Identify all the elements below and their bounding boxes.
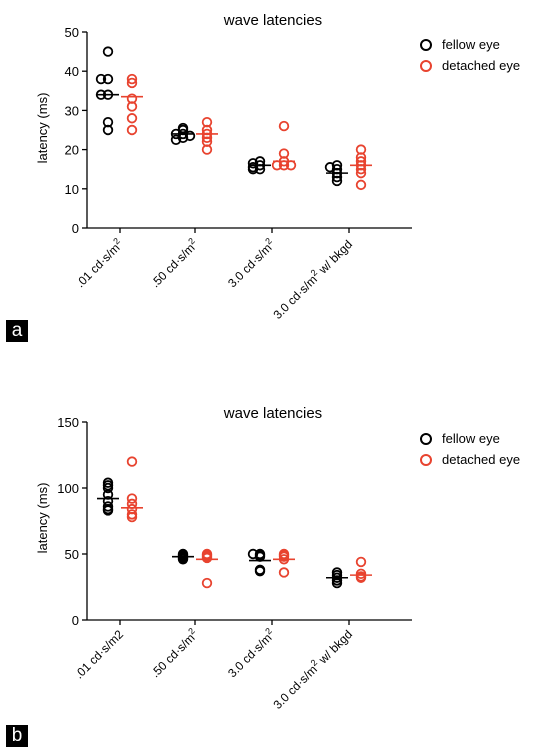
data-point xyxy=(254,551,266,562)
data-point xyxy=(278,554,290,565)
data-point xyxy=(254,163,266,175)
data-point xyxy=(355,556,367,568)
data-point xyxy=(324,162,336,173)
data-point xyxy=(355,167,367,179)
data-point xyxy=(126,124,138,136)
data-point xyxy=(95,89,107,100)
x-tick-label: .01 cd·s/m2 xyxy=(72,236,126,290)
data-point xyxy=(126,77,138,89)
data-point xyxy=(126,456,138,467)
data-point xyxy=(102,124,114,136)
y-tick-label: 50 xyxy=(65,25,79,40)
y-tick-label: 150 xyxy=(57,415,79,430)
chart-b-svg: wave latencies latency (ms) 0 50 100 150 .01… xyxy=(35,405,412,712)
chart-a-title: wave latencies xyxy=(223,12,322,29)
data-point xyxy=(254,565,266,577)
y-tick-label: 20 xyxy=(65,143,79,158)
data-point xyxy=(278,120,290,132)
chart-a-legend: fellow eye detached eye xyxy=(420,34,520,76)
y-tick-label: 40 xyxy=(65,64,79,79)
data-point xyxy=(177,128,189,140)
fellow-eye-marker-icon xyxy=(420,432,432,445)
x-tick-label: .01 cd·s/m2 xyxy=(72,627,126,681)
legend-item-detached-eye-b: detached eye xyxy=(420,449,520,470)
chart-b-title: wave latencies xyxy=(223,405,322,422)
x-tick-label: .50 cd·s/m2 xyxy=(147,236,201,290)
data-point xyxy=(102,73,114,85)
data-point xyxy=(177,554,189,565)
panel-a: wave latencies latency (ms) 0 10 20 30 40 50.… xyxy=(0,0,544,360)
legend-item-fellow-eye: fellow eye xyxy=(420,34,520,55)
y-tick-label: 30 xyxy=(65,103,79,118)
data-point xyxy=(126,101,138,112)
data-point xyxy=(355,179,367,191)
data-point xyxy=(201,552,213,564)
y-tick-label: 0 xyxy=(72,221,79,236)
data-point xyxy=(102,46,114,57)
data-point xyxy=(126,113,138,124)
legend-label-fellow-eye: fellow eye xyxy=(442,37,500,52)
data-point xyxy=(126,498,138,510)
data-point xyxy=(355,572,367,583)
detached-eye-marker-icon xyxy=(420,59,432,72)
data-point xyxy=(126,511,138,523)
data-point xyxy=(331,175,343,187)
chart-b-y-axis-label: latency (ms) xyxy=(35,483,50,554)
data-point xyxy=(95,73,107,85)
x-tick-label: .50 cd·s/m2 xyxy=(147,626,201,680)
data-point xyxy=(184,130,196,142)
data-point xyxy=(102,505,114,516)
y-tick-label: 10 xyxy=(65,182,79,197)
data-point xyxy=(247,158,259,169)
data-point xyxy=(247,163,259,175)
x-tick-label: 3.0 cd·s/m2 xyxy=(224,626,278,680)
data-point xyxy=(102,89,114,100)
data-point xyxy=(331,171,343,183)
data-point xyxy=(201,144,213,155)
chart-a-y-axis-label: latency (ms) xyxy=(35,93,50,164)
chart-a-svg: wave latencies latency (ms) 0 10 20 30 40 50.… xyxy=(35,12,412,322)
data-point xyxy=(278,567,290,578)
data-point xyxy=(177,132,189,144)
data-point xyxy=(201,577,213,589)
chart-b-legend: fellow eye detached eye xyxy=(420,428,520,470)
legend-item-detached-eye: detached eye xyxy=(420,55,520,76)
data-point xyxy=(126,73,138,85)
data-point xyxy=(285,160,297,171)
legend-label-detached-eye-b: detached eye xyxy=(442,452,521,467)
data-point xyxy=(102,489,114,500)
data-point xyxy=(102,482,114,494)
data-point xyxy=(201,132,213,144)
x-tick-label: 3.0 cd·s/m2 w/ bkgd xyxy=(269,236,355,322)
y-tick-label: 50 xyxy=(65,547,79,562)
legend-label-detached-eye: detached eye xyxy=(442,58,521,73)
panel-label-a: a xyxy=(6,320,28,342)
data-point xyxy=(271,160,283,171)
data-point xyxy=(126,493,138,504)
legend-label-fellow-eye-b: fellow eye xyxy=(442,431,500,446)
panel-label-b: b xyxy=(6,725,28,747)
data-point xyxy=(331,577,343,589)
detached-eye-marker-icon xyxy=(420,453,432,466)
panel-b: wave latencies latency (ms) 0 50 100 150 .01… xyxy=(0,380,544,747)
fellow-eye-marker-icon xyxy=(420,38,432,51)
data-point xyxy=(170,134,182,146)
y-tick-label: 100 xyxy=(57,481,79,496)
data-point xyxy=(355,163,367,175)
x-tick-label: 3.0 cd·s/m2 w/ bkgd xyxy=(269,626,355,712)
data-point xyxy=(278,160,290,171)
x-tick-label: 3.0 cd·s/m2 xyxy=(224,236,278,290)
legend-item-fellow-eye-b: fellow eye xyxy=(420,428,520,449)
y-tick-label: 0 xyxy=(72,613,79,628)
